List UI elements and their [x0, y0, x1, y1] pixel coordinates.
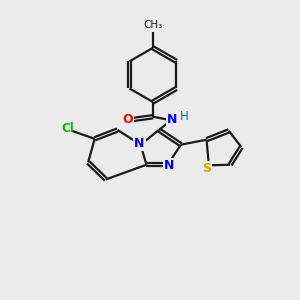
- Text: S: S: [202, 162, 211, 175]
- Text: CH₃: CH₃: [143, 20, 163, 30]
- Text: H: H: [179, 110, 188, 123]
- Text: N: N: [134, 137, 145, 150]
- Text: O: O: [123, 113, 133, 126]
- Text: Cl: Cl: [61, 122, 74, 135]
- Text: N: N: [167, 113, 178, 126]
- Text: N: N: [164, 159, 174, 172]
